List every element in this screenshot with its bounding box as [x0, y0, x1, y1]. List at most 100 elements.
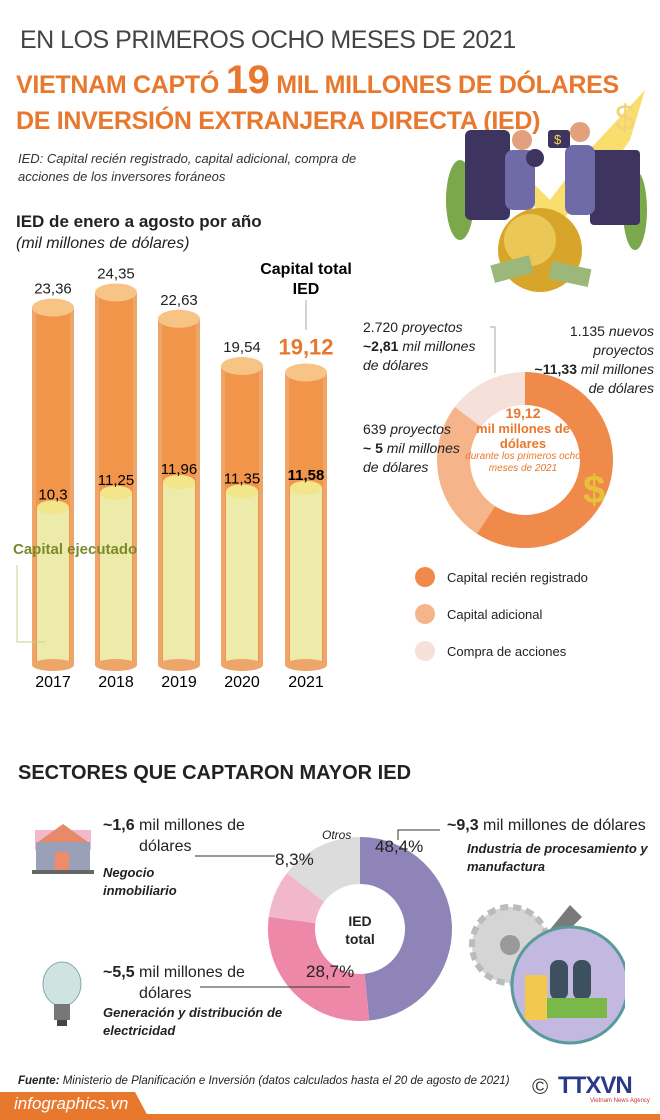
source-note: Fuente: Ministerio de Planificación e In… [18, 1075, 510, 1087]
copyright: © [532, 1074, 549, 1099]
total-value-label: 23,36 [34, 281, 72, 298]
shares-label: 2.720 proyectos ~2,81 mil millones de dó… [363, 318, 488, 375]
bar-base [285, 659, 327, 671]
real-estate-label: Negocio inmobiliario [103, 865, 177, 898]
dollar-icon: $ [583, 468, 606, 512]
manufacturing-label: Industria de procesamiento y manufactura [467, 841, 648, 874]
electricity-label: Generación y distribución de electricida… [103, 1005, 283, 1038]
year-tick-label: 2018 [98, 674, 134, 691]
others-label: Otros [322, 828, 352, 842]
executed-bar-cap [226, 484, 258, 499]
legend-label: Capital adicional [447, 606, 543, 622]
executed-bar [37, 507, 69, 665]
year-tick-label: 2019 [161, 674, 197, 691]
factory-gear-icon [469, 904, 625, 1045]
total-value-label: 22,63 [160, 292, 198, 309]
supertitle: EN LOS PRIMEROS OCHO MESES DE 2021 [20, 26, 516, 54]
bar-base [158, 659, 200, 671]
executed-bar [100, 492, 132, 665]
center-value: 19,12 [505, 405, 541, 421]
total-value-label: 19,12 [278, 334, 333, 359]
legend-label: Compra de acciones [447, 643, 567, 659]
total-bar-cap [158, 309, 200, 328]
pct-label: 8,3% [275, 850, 314, 869]
total-bar-cap [32, 298, 74, 317]
executed-value-label: 11,96 [161, 461, 197, 478]
legend-item-shares: Compra de acciones [415, 641, 566, 661]
unit: mil millones de dólares [363, 440, 460, 475]
executed-bar-cap [163, 475, 195, 490]
donut-slice [268, 873, 325, 924]
source-label: Fuente: [18, 1075, 60, 1087]
fdi-type-donut [437, 372, 613, 548]
source-text: Ministerio de Planificación e Inversión … [59, 1075, 510, 1087]
count-label: proyectos [401, 319, 463, 335]
amount: ~11,33 [534, 361, 577, 377]
unit: mil millones de dólares [483, 817, 646, 834]
amount: ~ 5 [363, 440, 383, 456]
legend-swatch [415, 567, 435, 587]
executed-value-label: 11,58 [288, 467, 325, 484]
svg-text:$: $ [615, 97, 635, 138]
ttxvn-logo: TTXVN [558, 1072, 633, 1099]
count-label: proyectos [390, 421, 451, 437]
donut-slice [268, 916, 370, 1021]
unit: mil millones de dólares [139, 817, 245, 855]
definition-note: IED: Capital recién registrado, capital … [18, 151, 357, 184]
unit: mil millones de dólares [580, 361, 654, 396]
total-value-label: 19,54 [223, 339, 261, 356]
electricity-amount: ~5,5 mil millones de dólares [103, 962, 279, 1004]
new-capital-label: 1.135 nuevos proyectos ~11,33 mil millon… [528, 322, 654, 398]
footer-bar [0, 1092, 660, 1120]
sector-donut-center: IED total [335, 912, 385, 948]
amount: ~2,81 [363, 338, 399, 354]
pct-label: 48,4% [375, 837, 424, 856]
year-tick-label: 2020 [224, 674, 260, 691]
count: 1.135 [569, 323, 605, 339]
year-tick-label: 2017 [35, 674, 71, 691]
donut-center: 19,12 mil millones de dólares durante lo… [460, 405, 586, 475]
executed-bar-cap [100, 485, 132, 500]
leader-lines [195, 829, 440, 988]
real-estate-amount: ~1,6 mil millones de dólares [103, 815, 279, 857]
legend-item-additional: Capital adicional [415, 604, 542, 624]
total-label: Capital total [260, 261, 352, 278]
center-label: IED [348, 913, 372, 929]
manufacturing-amount: ~9,3 mil millones de dólares [447, 815, 646, 836]
executed-value-label: 11,35 [224, 470, 260, 487]
legend-swatch [415, 641, 435, 661]
sector-donut [268, 837, 453, 1021]
unit: mil millones de dólares [363, 338, 476, 373]
bar-chart-unit: (mil millones de dólares) [16, 235, 190, 252]
amount: ~9,3 [447, 817, 479, 834]
pct-label: 28,7% [306, 962, 355, 981]
center-label: total [345, 931, 375, 947]
title-part: VIETNAM CAPTÓ [16, 71, 226, 99]
executed-bar-cap [37, 500, 69, 515]
site-link[interactable]: infographics.vn [14, 1094, 129, 1113]
legend-swatch [415, 604, 435, 624]
executed-bar [226, 491, 258, 665]
lightbulb-icon [42, 961, 82, 1026]
legend-label: Capital recién registrado [447, 569, 588, 585]
total-bar-cap [95, 283, 137, 302]
title-part: MIL MILLONES DE DÓLARES [269, 71, 619, 99]
executed-bar [163, 482, 195, 665]
amount: ~1,6 [103, 817, 135, 834]
count: 639 [363, 421, 387, 437]
total-label: IED [293, 281, 320, 298]
donut-slice [437, 406, 495, 534]
donut-slice [360, 837, 453, 1021]
handshake-illustration: $ $ [446, 90, 647, 292]
year-tick-label: 2021 [288, 674, 324, 691]
count: 2.720 [363, 319, 399, 335]
amount: ~5,5 [103, 964, 135, 981]
executed-bar [290, 487, 322, 665]
center-note: durante los primeros ocho meses de 2021 [465, 451, 581, 474]
bar-base [95, 659, 137, 671]
additional-label: 639 proyectos ~ 5 mil millones de dólare… [363, 420, 463, 477]
sectors-title: SECTORES QUE CAPTARON MAYOR IED [18, 762, 412, 784]
title-line2: DE INVERSIÓN EXTRANJERA DIRECTA (IED) [16, 107, 541, 135]
center-unit: mil millones de dólares [476, 421, 570, 451]
